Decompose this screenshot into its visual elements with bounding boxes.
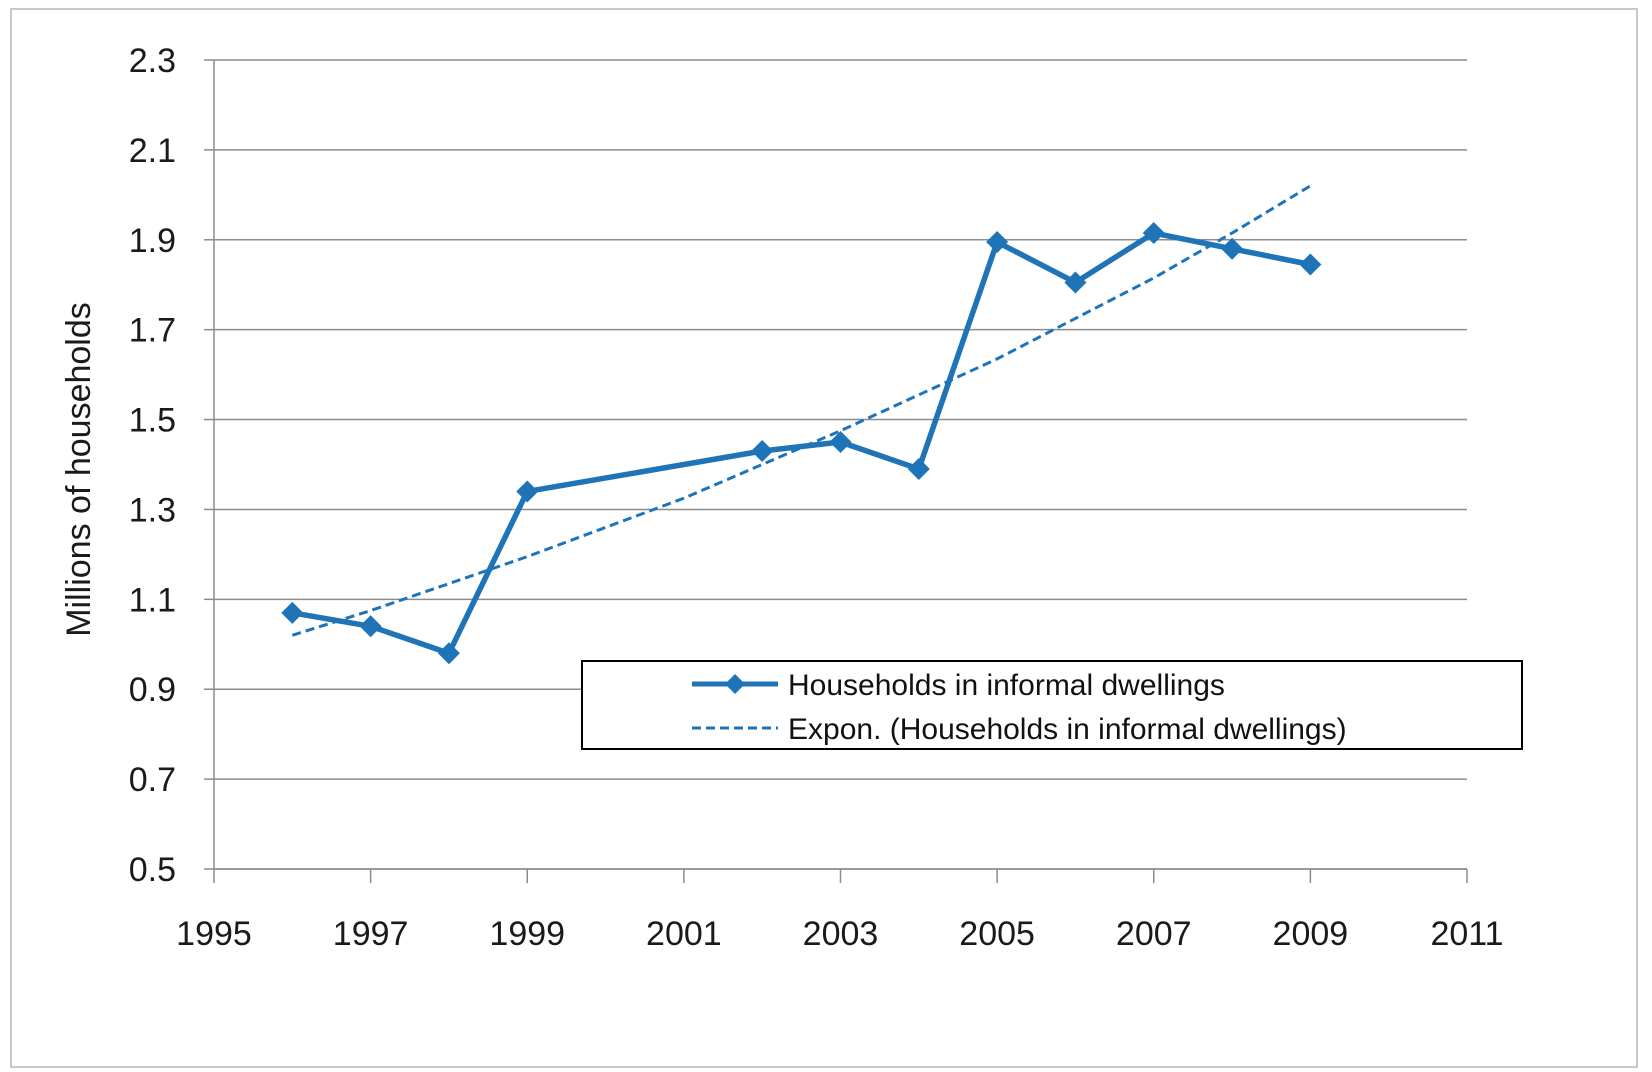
legend-swatch-diamond [725,674,745,694]
chart-frame: 0.5 0.7 0.9 1.1 1.3 1.5 1.7 1.9 2.1 2.3 1995 1997 19… [10,8,1638,1068]
data-point-diamond [437,642,460,665]
y-tick-label: 1.3 [129,491,176,529]
y-tick-label: 1.7 [129,312,176,350]
x-tick-label: 2009 [1273,915,1349,953]
y-tick-label: 0.5 [129,851,176,889]
series-layer [281,184,1322,665]
y-tick-label: 0.9 [129,671,176,709]
y-tick-label: 1.5 [129,402,176,440]
data-point-diamond [359,615,382,638]
axes: 0.5 0.7 0.9 1.1 1.3 1.5 1.7 1.9 2.1 2.3 1995 1997 19… [129,42,1504,953]
legend-box [581,660,1523,750]
data-point-diamond [907,457,930,480]
data-point-diamond [829,431,852,454]
data-point-diamond [986,231,1009,254]
data-point-diamond [281,601,304,624]
x-tick-label: 2001 [646,915,722,953]
data-point-diamond [1299,253,1322,276]
y-tick-label: 2.3 [129,42,176,80]
y-tick-label: 1.9 [129,222,176,260]
data-point-diamond [1221,237,1244,260]
data-point-diamond [516,480,539,503]
y-tick-label: 0.7 [129,761,176,799]
x-tick-label: 2011 [1430,915,1503,953]
y-axis-title: Millions of households [60,302,98,637]
x-tick-label: 2005 [959,915,1035,953]
x-tick-label: 1995 [176,915,252,953]
x-tick-label: 2003 [803,915,879,953]
x-tick-label: 1999 [489,915,565,953]
legend: Households in informal dwellings Expon. (… [581,660,1523,750]
gridlines [214,59,1467,870]
legend-label-series: Households in informal dwellings [788,669,1225,702]
x-tick-label: 1997 [333,915,409,953]
data-point-diamond [1064,271,1087,294]
trendline-series [291,184,1312,637]
line-chart: 0.5 0.7 0.9 1.1 1.3 1.5 1.7 1.9 2.1 2.3 1995 1997 19… [60,42,1523,953]
data-point-diamond [751,440,774,463]
data-series-line [291,230,1311,657]
y-tick-label: 1.1 [129,581,176,619]
data-point-diamond [1142,222,1165,245]
y-tick-label: 2.1 [129,132,176,170]
legend-label-trend: Expon. (Households in informal dwellings… [788,713,1347,746]
x-tick-label: 2007 [1116,915,1192,953]
